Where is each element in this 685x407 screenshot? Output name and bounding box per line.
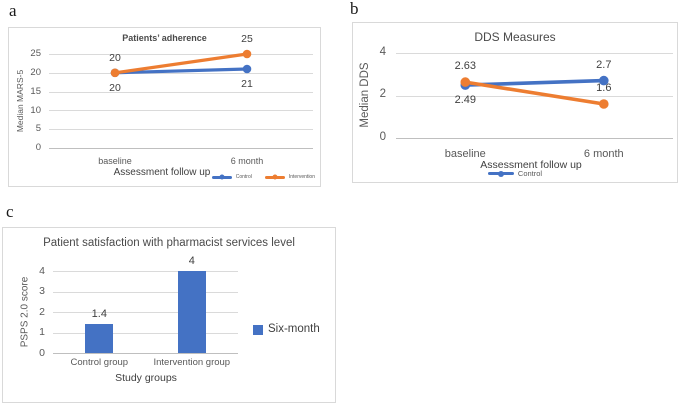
gridline (49, 54, 313, 55)
x-tick-label: 6 month (583, 148, 624, 160)
gridline (49, 91, 313, 93)
gridline (396, 95, 673, 97)
x-tick-label: Intervention group (153, 357, 231, 368)
legend-label: Control (517, 169, 543, 178)
gridline (53, 312, 238, 313)
y-tick-label: 3 (39, 285, 45, 297)
bar-intervention-group (177, 271, 206, 353)
y-tick-label: 10 (30, 104, 41, 116)
chart-title: Patients’ adherence (122, 33, 207, 43)
data-label: 20 (109, 81, 121, 94)
x-axis-line (49, 148, 313, 149)
control-data-marker (599, 75, 609, 86)
y-tick-label: 2 (379, 88, 386, 101)
intervention-series-line (113, 52, 249, 75)
x-axis-line (53, 353, 238, 354)
chart-title: Patient satisfaction with pharmacist ser… (43, 237, 295, 249)
panel-label-b: b (350, 0, 359, 18)
control-series-line (113, 67, 249, 75)
x-axis-line (396, 138, 673, 139)
x-axis-title: Assessment follow up (113, 167, 211, 178)
y-tick-label: 0 (35, 142, 41, 154)
y-tick-label: 20 (30, 66, 41, 78)
gridline (49, 129, 313, 131)
dds-line-chart: DDS Measures Median DDS Assessment follo… (352, 22, 678, 183)
y-tick-label: 25 (30, 48, 41, 60)
legend: Control Intervention (211, 174, 315, 180)
legend-dot-marker (497, 170, 504, 177)
y-tick-label: 5 (35, 123, 41, 135)
y-tick-label: 0 (39, 346, 45, 359)
dds-series-plot (460, 75, 609, 109)
adherence-line-chart: Patients’ adherence Median MARS-5 Assess… (8, 27, 321, 187)
y-tick-label: 4 (39, 264, 45, 277)
x-tick-label: baseline (98, 156, 132, 166)
data-label: 2.63 (454, 60, 476, 73)
legend-label: Intervention (288, 174, 315, 180)
gridline (396, 53, 673, 54)
x-tick-label: 6 month (230, 156, 264, 166)
x-tick-label: Control group (70, 357, 129, 368)
gridline (53, 332, 238, 334)
data-label: 25 (241, 33, 253, 45)
adherence-series-plot (110, 49, 252, 78)
gridline (53, 291, 238, 293)
legend: Control (353, 170, 677, 178)
intervention-series-line (463, 80, 606, 106)
data-label: 1.6 (596, 82, 612, 94)
panel-label-c: c (6, 202, 14, 221)
y-tick-label: 1 (39, 326, 45, 338)
panel-label-a: a (9, 1, 17, 20)
y-tick-label: 15 (30, 85, 41, 97)
intervention-data-marker (242, 49, 252, 59)
data-label: 20 (109, 51, 121, 64)
x-axis-title: Study groups (115, 372, 177, 384)
satisfaction-bar-chart: Patient satisfaction with pharmacist ser… (2, 227, 336, 403)
intervention-data-marker (110, 68, 120, 78)
legend-item-six-month: Six-month (253, 323, 320, 336)
legend-swatch-marker (253, 324, 263, 335)
x-tick-label: baseline (444, 148, 486, 160)
legend: Six-month (253, 323, 320, 336)
legend-item-control: Control (487, 169, 543, 178)
x-axis-title: Assessment follow up (480, 159, 582, 171)
data-label: 1.4 (91, 308, 107, 321)
legend-dot-marker (272, 174, 278, 180)
gridline (49, 110, 313, 112)
data-label: 21 (241, 78, 253, 90)
legend-item-control: Control (211, 174, 252, 180)
y-tick-label: 4 (379, 45, 386, 58)
y-tick-label: 2 (39, 305, 45, 318)
legend-label: Six-month (268, 323, 320, 335)
control-data-marker (242, 64, 252, 74)
legend-line-marker (264, 174, 285, 180)
legend-line-marker (211, 174, 232, 180)
intervention-data-marker (599, 99, 609, 109)
legend-line-marker (487, 170, 514, 177)
data-label: 2.7 (596, 58, 612, 71)
y-tick-label: 0 (379, 130, 386, 143)
gridline (53, 271, 238, 272)
legend-dot-marker (219, 174, 225, 180)
intervention-data-marker (460, 77, 471, 87)
data-label: 2.49 (454, 94, 476, 107)
bar-control-group (85, 324, 114, 353)
legend-item-intervention: Intervention (264, 174, 315, 180)
gridline (49, 72, 313, 74)
data-label: 4 (188, 255, 195, 267)
legend-label: Control (235, 174, 252, 180)
chart-title: DDS Measures (474, 30, 556, 44)
